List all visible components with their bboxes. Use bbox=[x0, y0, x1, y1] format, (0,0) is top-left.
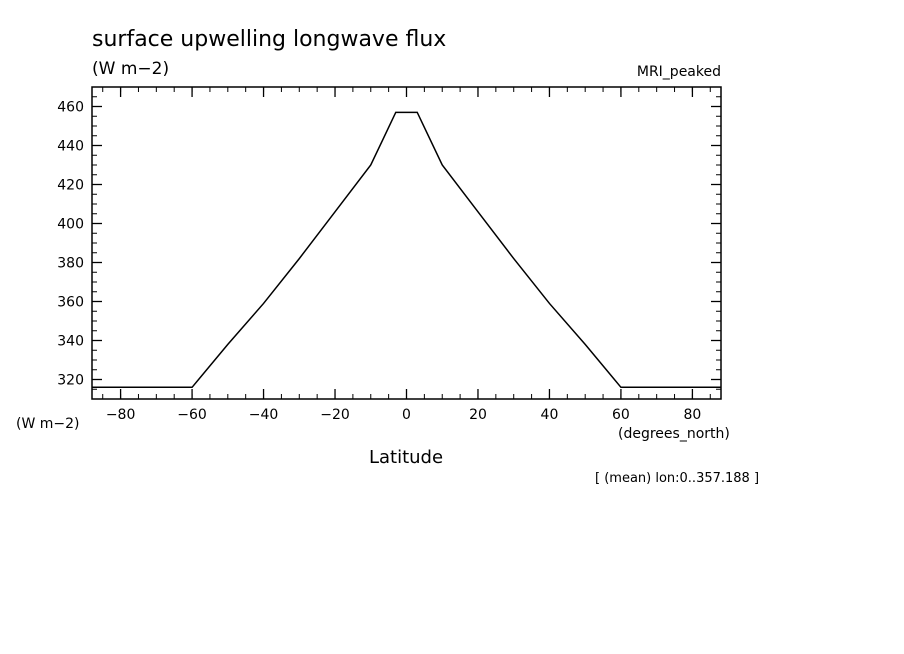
plot-frame bbox=[91, 86, 722, 400]
y-tick-label: 360 bbox=[57, 295, 84, 311]
y-axis-label: (W m−2) bbox=[16, 416, 80, 432]
series-line bbox=[92, 111, 721, 389]
x-tick-label: −80 bbox=[106, 407, 136, 423]
y-tick-label: 460 bbox=[57, 100, 84, 116]
x-tick-label: 80 bbox=[683, 407, 701, 423]
y-tick-label: 400 bbox=[57, 217, 84, 233]
y-tick-label: 320 bbox=[57, 373, 84, 389]
y-tick-label: 440 bbox=[57, 139, 84, 155]
x-tick-label: 60 bbox=[612, 407, 630, 423]
dataset-label: MRI_peaked bbox=[637, 64, 721, 80]
x-tick-label: 0 bbox=[402, 407, 411, 423]
mean-note: [ (mean) lon:0..357.188 ] bbox=[595, 471, 759, 486]
series-group bbox=[92, 111, 721, 389]
chart-title: surface upwelling longwave flux bbox=[92, 27, 446, 52]
x-ticks: −80 −60 −40 −20 0 20 40 60 80 bbox=[102, 87, 711, 423]
x-tick-label: 20 bbox=[469, 407, 487, 423]
y-tick-label: 380 bbox=[57, 256, 84, 272]
x-tick-label: 40 bbox=[541, 407, 559, 423]
x-axis-units: (degrees_north) bbox=[618, 426, 730, 442]
chart-units: (W m−2) bbox=[92, 59, 169, 79]
y-tick-label: 340 bbox=[57, 334, 84, 350]
y-tick-label: 420 bbox=[57, 178, 84, 194]
x-tick-label: −20 bbox=[320, 407, 350, 423]
x-axis-label: Latitude bbox=[369, 447, 443, 468]
x-tick-label: −60 bbox=[177, 407, 207, 423]
x-tick-label: −40 bbox=[249, 407, 279, 423]
y-ticks: 320 340 360 380 400 420 440 460 bbox=[57, 86, 721, 390]
